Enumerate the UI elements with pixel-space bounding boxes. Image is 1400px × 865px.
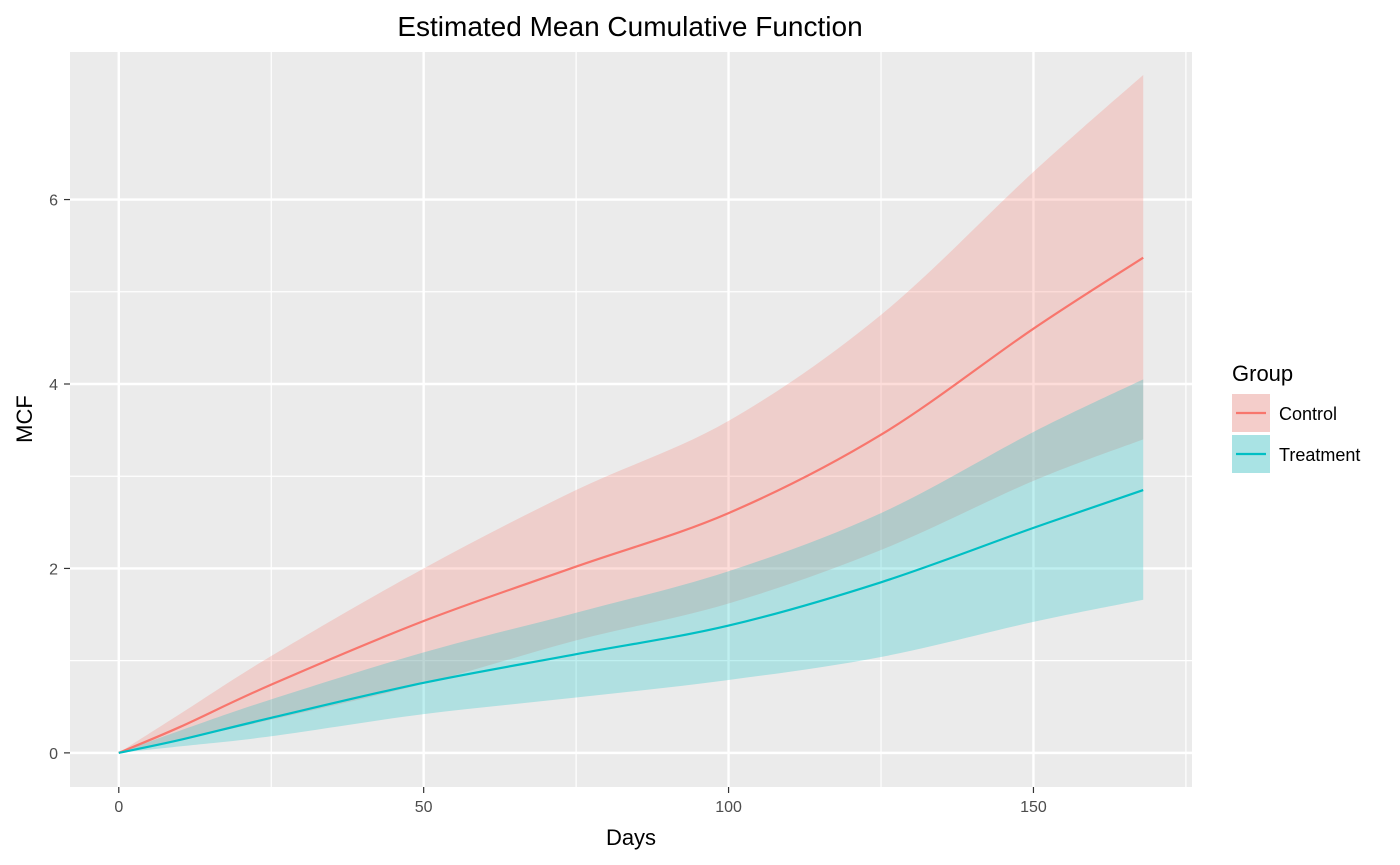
y-axis: 0 2 4 6 — [49, 193, 70, 763]
x-axis-title: Days — [606, 825, 656, 850]
y-axis-title: MCF — [12, 395, 37, 443]
chart-title: Estimated Mean Cumulative Function — [397, 11, 862, 42]
legend-title: Group — [1232, 361, 1293, 386]
confidence-bands — [118, 75, 1144, 753]
x-tick-label: 0 — [114, 799, 123, 816]
control-confidence-band — [118, 75, 1144, 753]
x-axis: 0 50 100 150 — [114, 787, 1047, 816]
x-tick-label: 100 — [715, 799, 742, 816]
treatment-mcf-line — [118, 489, 1144, 754]
treatment-confidence-band — [118, 379, 1144, 753]
legend: Group Control Treatment — [1232, 361, 1360, 473]
legend-label: Control — [1279, 404, 1337, 424]
x-tick-label: 150 — [1020, 799, 1047, 816]
mcf-lines — [118, 256, 1144, 754]
x-tick-label: 50 — [415, 799, 433, 816]
y-tick-label: 2 — [49, 561, 58, 578]
legend-item-treatment: Treatment — [1232, 435, 1360, 473]
legend-item-control: Control — [1232, 394, 1337, 432]
y-tick-label: 4 — [49, 377, 58, 394]
control-mcf-line — [118, 256, 1144, 754]
legend-label: Treatment — [1279, 445, 1360, 465]
y-tick-label: 0 — [49, 746, 58, 763]
y-tick-label: 6 — [49, 193, 58, 210]
minor-gridlines — [70, 52, 1192, 787]
major-gridlines — [70, 52, 1192, 787]
plot-panel — [70, 52, 1192, 787]
